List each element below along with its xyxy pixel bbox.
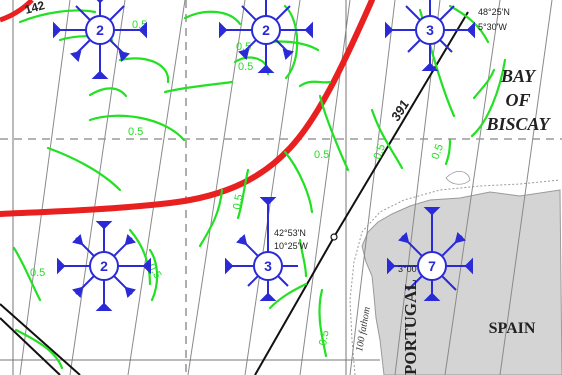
- wind-rose: 3: [225, 197, 298, 301]
- wind-rose: 7: [387, 207, 473, 301]
- wind-rose-value: 3: [426, 22, 434, 38]
- isoline-labels: 0.5 0.5 0.5 0.5 0.5 0.5 0.5 0.5 0.5 0.5 …: [30, 19, 446, 347]
- wind-rose: 2: [219, 0, 313, 73]
- coast-outline: [445, 171, 471, 185]
- isoline-label: 0.5: [372, 143, 389, 161]
- sea-name-line-1: BAY: [500, 66, 537, 86]
- country-portugal: PORTUGAL: [401, 279, 420, 375]
- sea-name-line-3: BISCAY: [485, 114, 551, 134]
- coordinate-top-right-lat: 48°25'N: [478, 7, 510, 17]
- wind-rose-value: 3: [264, 258, 272, 274]
- front-line-corner: [0, 0, 34, 23]
- wind-rose-value: 2: [100, 258, 108, 274]
- coordinate-top-right-lon: 5°30'W: [478, 22, 507, 32]
- current-isolines: [12, 4, 507, 370]
- corner-label: 142: [23, 0, 46, 17]
- wind-rose-value: 2: [262, 22, 270, 38]
- coordinate-center-lat: 42°53'N: [274, 228, 306, 238]
- wind-rose: 2: [57, 221, 151, 311]
- wind-roses: 2 2 3: [53, 0, 475, 311]
- wind-rose-value: 7: [428, 258, 436, 274]
- coast-dashed: [349, 179, 561, 375]
- sea-name-line-2: OF: [505, 90, 530, 110]
- isoline-label: 0.5: [314, 149, 329, 161]
- wind-rose: 2: [53, 0, 147, 79]
- coordinate-center-lon: 10°25'W: [274, 241, 308, 251]
- front-line: [0, 0, 375, 217]
- wind-rose: 3: [385, 0, 475, 71]
- isoline-label: 0.5: [430, 143, 447, 161]
- isoline-label: 0.5: [238, 61, 253, 73]
- coordinate-right-fragment: 3°00: [398, 264, 417, 274]
- isoline-label: 0.5: [128, 126, 143, 138]
- land-iberia: [361, 189, 562, 375]
- route-line: [0, 11, 469, 375]
- wind-rose-value: 2: [96, 22, 104, 38]
- isoline-label: 0.5: [317, 329, 331, 346]
- isoline-label: 0.5: [231, 193, 245, 210]
- route-waypoint: [330, 233, 338, 241]
- country-spain: SPAIN: [489, 320, 536, 337]
- isoline-label: 0.5: [30, 267, 45, 279]
